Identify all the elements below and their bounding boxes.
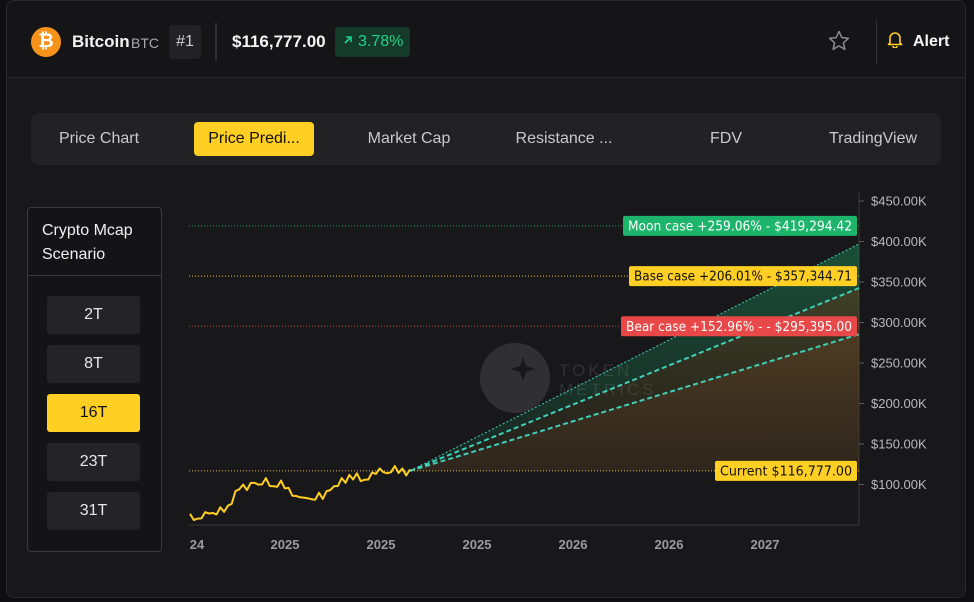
scenario-option-16t[interactable]: 16T — [47, 394, 140, 432]
star-icon[interactable] — [827, 29, 851, 53]
bear-case-label: Bear case +152.96% - - $295,395.00 — [626, 320, 852, 335]
y-tick-label: $150.00K — [871, 437, 927, 452]
alert-button[interactable]: Alert — [887, 30, 949, 53]
base-case-label: Base case +206.01% - $357,344.71 — [634, 270, 852, 285]
scenario-option-2t[interactable]: 2T — [47, 296, 140, 334]
tab-resistance[interactable]: Resistance ... — [515, 130, 613, 147]
x-tick-label: 2025 — [271, 537, 300, 552]
chart-tabs: Price Chart Price Predi... Market Cap Re… — [31, 113, 941, 165]
y-tick-label: $400.00K — [871, 234, 927, 249]
coin-name: Bitcoin — [72, 32, 130, 51]
tab-market-cap[interactable]: Market Cap — [367, 130, 451, 147]
moon-case-label-bg — [623, 215, 857, 236]
tab-tradingview[interactable]: TradingView — [828, 130, 918, 147]
current-price-label-bg — [715, 460, 857, 481]
coin-price: $116,777.00 — [232, 32, 326, 51]
price-change-badge: 3.78% — [335, 27, 411, 57]
header-divider — [215, 23, 217, 61]
price-history-line — [189, 465, 411, 521]
current-price-label: Current $116,777.00 — [720, 464, 852, 479]
divider — [28, 275, 161, 276]
scenario-option-31t[interactable]: 31T — [47, 492, 140, 530]
rank-badge: #1 — [169, 25, 201, 59]
price-prediction-chart: TOKEN METRICS Moon case +259.06% - $419,… — [189, 191, 927, 552]
y-tick-label: $200.00K — [871, 396, 927, 411]
bitcoin-logo-icon: ₿ — [31, 27, 61, 57]
x-tick-label: 2026 — [559, 537, 588, 552]
tab-price-chart[interactable]: Price Chart — [58, 130, 140, 147]
y-tick-label: $450.00K — [871, 194, 927, 209]
x-tick-label: 24 — [190, 537, 205, 552]
scenario-title: Crypto Mcap Scenario — [42, 222, 133, 263]
scenario-option-23t[interactable]: 23T — [47, 443, 140, 481]
moon-case-label: Moon case +259.06% - $419,294.42 — [628, 219, 852, 234]
x-tick-label: 2025 — [463, 537, 492, 552]
bear-case-label-bg — [621, 316, 857, 337]
price-change-value: 3.78% — [358, 33, 404, 50]
header-divider — [876, 19, 877, 65]
arrow-up-right-icon — [342, 33, 354, 51]
tab-fdv[interactable]: FDV — [710, 130, 742, 147]
prediction-card: ₿ Bitcoin BTC #1 $116,777.00 3.78% Alert… — [6, 0, 966, 598]
x-tick-label: 2026 — [655, 537, 684, 552]
base-case-label-bg — [629, 266, 857, 287]
y-tick-label: $300.00K — [871, 315, 927, 330]
y-tick-label: $350.00K — [871, 275, 927, 290]
tab-price-prediction[interactable]: Price Predi... — [194, 122, 314, 156]
bear-projection-line — [409, 333, 860, 472]
scenario-panel: Crypto Mcap Scenario 2T 8T 16T 23T 31T — [27, 207, 162, 552]
scenario-option-8t[interactable]: 8T — [47, 345, 140, 383]
x-tick-label: 2025 — [367, 537, 396, 552]
coin-symbol: BTC — [131, 35, 159, 51]
alert-label: Alert — [913, 32, 950, 50]
bell-icon — [887, 30, 903, 53]
x-tick-label: 2027 — [751, 537, 780, 552]
coin-header: ₿ Bitcoin BTC #1 $116,777.00 3.78% Alert — [7, 1, 965, 78]
y-tick-label: $250.00K — [871, 356, 927, 371]
y-tick-label: $100.00K — [871, 477, 927, 492]
